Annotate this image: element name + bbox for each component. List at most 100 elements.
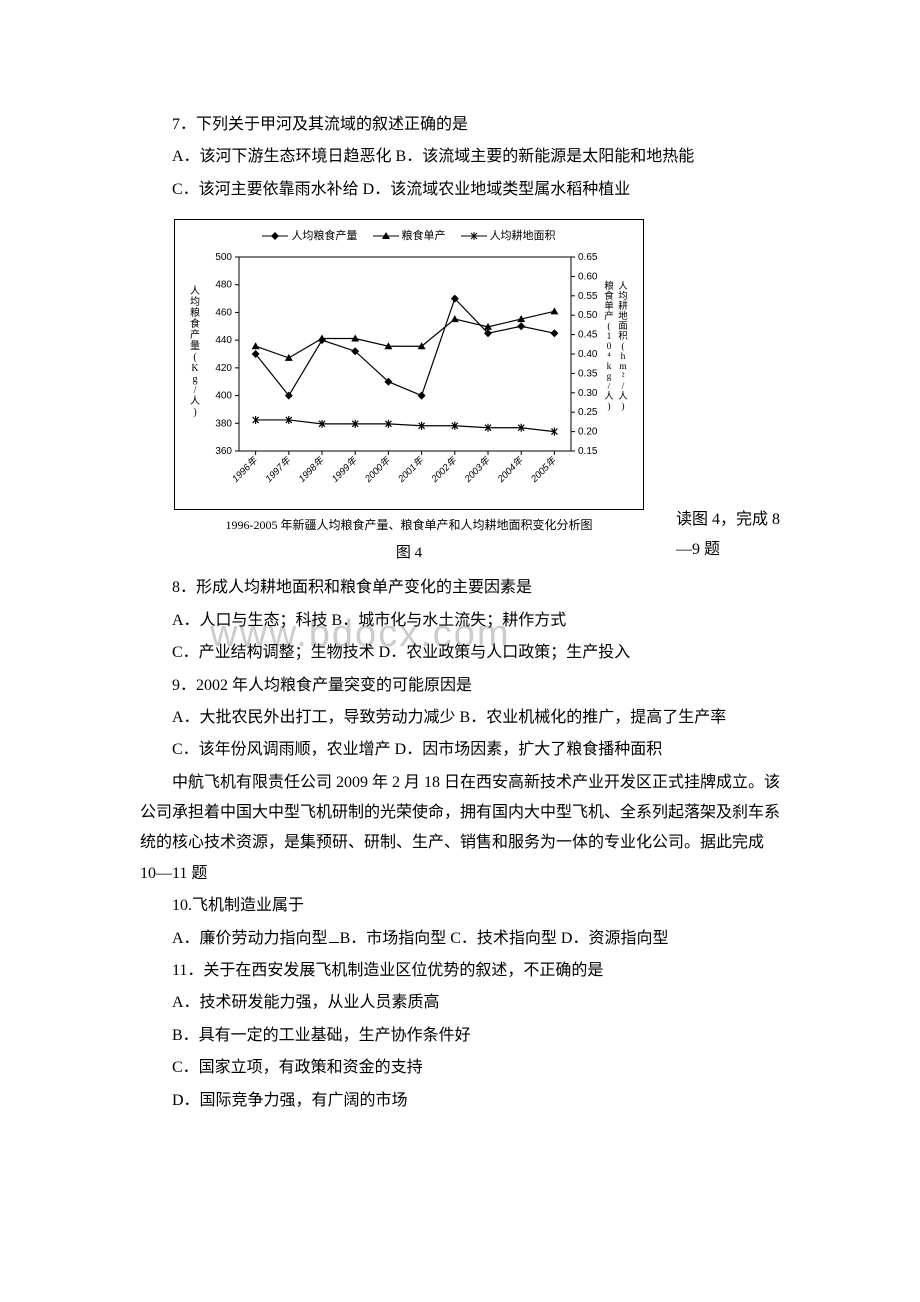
svg-text:食: 食 (604, 290, 614, 302)
q10-opts-post: B．市场指向型 C．技术指向型 D．资源指向型 (340, 930, 669, 947)
svg-text:(: ( (193, 352, 197, 363)
svg-text:均: 均 (618, 290, 628, 302)
svg-text:人: 人 (604, 391, 614, 402)
q10-opts: A．廉价劳动力指向型B．市场指向型 C．技术指向型 D．资源指向型 (140, 924, 780, 954)
q8-stem: 8．形成人均耕地面积和粮食单产变化的主要因素是 (140, 573, 780, 603)
legend-item-3: 人均耕地面积 (461, 226, 556, 247)
chart-caption: 1996-2005 年新疆人均粮食产量、粮食单产和人均耕地面积变化分析图 (174, 514, 644, 537)
svg-text:0.55: 0.55 (578, 291, 598, 302)
q8-opt-ab: A．人口与生态；科技 B．城市化与水土流失；耕作方式 (140, 606, 780, 636)
svg-text:人: 人 (618, 391, 628, 402)
svg-text:k: k (607, 362, 612, 372)
passage-text: 中航飞机有限责任公司 2009 年 2 月 18 日在西安高新技术产业开发区正式… (140, 768, 780, 890)
svg-text:2000年: 2000年 (362, 454, 394, 486)
diamond-icon (262, 231, 288, 241)
legend-label-1: 人均粮食产量 (291, 230, 357, 242)
q11-opt-c: C．国家立项，有政策和资金的支持 (140, 1053, 780, 1083)
svg-text:0.35: 0.35 (578, 368, 598, 379)
svg-text:g: g (193, 374, 198, 385)
svg-text:1997年: 1997年 (263, 454, 294, 485)
svg-text:0.60: 0.60 (578, 271, 598, 282)
underline-blank (329, 942, 339, 943)
svg-text:食: 食 (190, 317, 200, 330)
chart-box: 人均粮食产量 粮食单产 人均耕地面积 360380400420440460480… (174, 219, 644, 510)
svg-text:2002年: 2002年 (428, 454, 460, 486)
svg-text:粮: 粮 (190, 306, 200, 319)
page-content: 7．下列关于甲河及其流域的叙述正确的是 A．该河下游生态环境日趋恶化 B．该流域… (140, 110, 780, 1116)
svg-text:0.25: 0.25 (578, 407, 598, 418)
svg-text:1998年: 1998年 (296, 454, 327, 485)
svg-text:2005年: 2005年 (528, 454, 560, 486)
svg-text:0.40: 0.40 (578, 349, 598, 360)
svg-text:360: 360 (215, 446, 232, 457)
svg-text:(: ( (621, 341, 624, 352)
svg-text:⁴: ⁴ (607, 352, 611, 362)
svg-text:400: 400 (215, 391, 232, 402)
svg-text:(: ( (607, 321, 610, 332)
read-figure-text: 读图 4，完成 8—9 题 (676, 505, 780, 566)
q11-opt-b: B．具有一定的工业基础，生产协作条件好 (140, 1021, 780, 1051)
legend-label-3: 人均耕地面积 (490, 230, 556, 242)
svg-text:): ) (193, 407, 196, 418)
legend-item-1: 人均粮食产量 (262, 226, 357, 247)
svg-text:2001年: 2001年 (395, 454, 427, 486)
q11-opt-d: D．国际竞争力强，有广阔的市场 (140, 1086, 780, 1116)
star-icon (461, 231, 487, 241)
svg-text:420: 420 (215, 363, 232, 374)
q9-opt-cd: C．该年份风调雨顺，农业增产 D．因市场因素，扩大了粮食播种面积 (140, 735, 780, 765)
svg-text:): ) (607, 401, 610, 412)
svg-text:380: 380 (215, 418, 232, 429)
svg-text:/: / (194, 385, 197, 396)
triangle-icon (373, 231, 399, 241)
svg-text:K: K (191, 363, 199, 374)
svg-text:/: / (622, 382, 625, 392)
svg-text:480: 480 (215, 280, 232, 291)
svg-text:均: 均 (190, 296, 200, 308)
legend-label-2: 粮食单产 (402, 230, 446, 242)
svg-text:460: 460 (215, 307, 232, 318)
svg-text:500: 500 (215, 252, 232, 263)
q7-opt-ab: A．该河下游生态环境日趋恶化 B．该流域主要的新能源是太阳能和地热能 (140, 142, 780, 172)
svg-text:面: 面 (618, 321, 628, 332)
svg-text:0.50: 0.50 (578, 310, 598, 321)
svg-text:产: 产 (190, 328, 200, 341)
svg-text:1996年: 1996年 (230, 454, 261, 485)
q7-stem: 7．下列关于甲河及其流域的叙述正确的是 (140, 110, 780, 140)
line-chart: 360 380 400 420 440 460 480 500 0.15 0.20 0.25 0.30… (183, 251, 637, 503)
svg-text:0: 0 (607, 342, 612, 352)
chart-legend: 人均粮食产量 粮食单产 人均耕地面积 (183, 226, 635, 251)
q9-stem: 9．2002 年人均粮食产量突变的可能原因是 (140, 671, 780, 701)
svg-text:h: h (621, 352, 626, 362)
svg-text:产: 产 (604, 310, 614, 322)
q11-opt-a: A．技术研发能力强，从业人员素质高 (140, 988, 780, 1018)
svg-text:人: 人 (190, 285, 200, 297)
svg-text:0.45: 0.45 (578, 330, 598, 341)
svg-text:0.30: 0.30 (578, 388, 598, 399)
svg-text:单: 单 (604, 300, 614, 312)
svg-text:2004年: 2004年 (494, 454, 526, 486)
svg-text:积: 积 (618, 330, 628, 342)
svg-text:2003年: 2003年 (461, 454, 493, 486)
legend-item-2: 粮食单产 (373, 226, 446, 247)
q10-stem: 10.飞机制造业属于 (140, 891, 780, 921)
svg-text:量: 量 (190, 340, 200, 352)
svg-text:0.15: 0.15 (578, 446, 598, 457)
svg-text:): ) (621, 401, 624, 412)
svg-text:/: / (608, 382, 611, 392)
svg-text:人: 人 (190, 395, 200, 407)
chart-container: 人均粮食产量 粮食单产 人均耕地面积 360380400420440460480… (140, 219, 780, 567)
svg-text:440: 440 (215, 335, 232, 346)
svg-text:1: 1 (607, 332, 612, 342)
q7-opt-cd: C．该河主要依靠雨水补给 D．该流域农业地域类型属水稻种植业 (140, 175, 780, 205)
svg-text:g: g (607, 372, 612, 382)
svg-text:人: 人 (618, 281, 628, 292)
svg-text:²: ² (622, 372, 625, 382)
svg-text:m: m (619, 362, 627, 372)
svg-text:0.20: 0.20 (578, 427, 598, 438)
svg-text:粮: 粮 (604, 280, 614, 292)
q9-opt-ab: A．大批农民外出打工，导致劳动力减少 B．农业机械化的推广，提高了生产率 (140, 703, 780, 733)
figure-label: 图 4 (174, 539, 644, 568)
svg-text:1999年: 1999年 (329, 454, 360, 485)
svg-text:地: 地 (618, 310, 628, 322)
svg-text:0.65: 0.65 (578, 252, 598, 263)
